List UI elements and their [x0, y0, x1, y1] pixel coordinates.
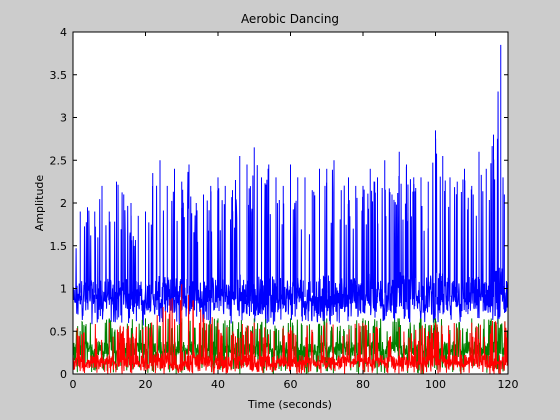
- x-tick-label: 20: [139, 378, 153, 391]
- y-tick-label: 1: [60, 283, 67, 296]
- x-tick-label: 40: [211, 378, 225, 391]
- y-tick-label: 1.5: [50, 240, 68, 253]
- x-tick-label: 100: [425, 378, 446, 391]
- y-tick-label: 4: [60, 26, 67, 39]
- x-axis-title: Time (seconds): [247, 398, 332, 411]
- x-tick-label: 80: [356, 378, 370, 391]
- chart-title: Aerobic Dancing: [241, 12, 339, 26]
- x-tick-label: 60: [284, 378, 298, 391]
- series-layer: [72, 44, 509, 375]
- y-tick-label: 3: [60, 112, 67, 125]
- y-tick-label: 3.5: [50, 69, 68, 82]
- y-tick-label: 0: [60, 368, 67, 381]
- x-tick-label: 0: [70, 378, 77, 391]
- y-axis-title: Amplitude: [33, 175, 46, 232]
- y-tick-label: 0.5: [50, 325, 68, 338]
- y-tick-label: 2: [60, 197, 67, 210]
- tick-layer: 0 20 40 60 80 100 120 0 0.5 1 1.5 2 2.5 3 3.5 4: [50, 26, 519, 391]
- x-tick-label: 120: [498, 378, 519, 391]
- y-tick-label: 2.5: [50, 154, 68, 167]
